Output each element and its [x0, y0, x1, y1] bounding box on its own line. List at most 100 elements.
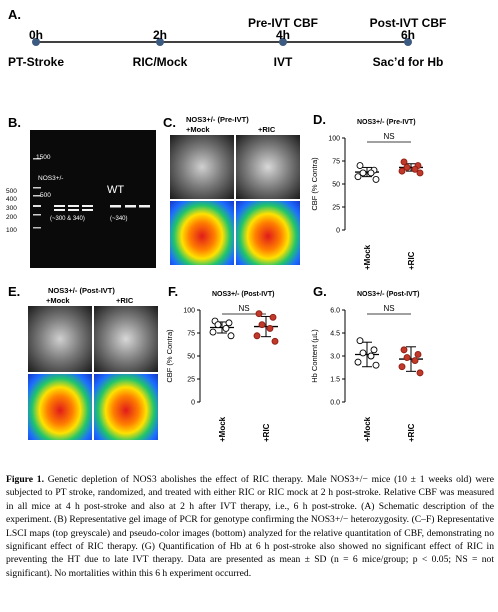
timeline-event-6h: Sac’d for Hb	[372, 55, 444, 69]
chart-d-point	[367, 169, 375, 177]
panel-c-letter: C.	[163, 115, 176, 130]
timeline-time-6h: 6h	[400, 28, 415, 42]
chart-d-point	[398, 167, 406, 175]
chart-f-point	[271, 337, 279, 345]
chart-d-ytick-label: 75	[332, 159, 340, 166]
chart-g-ytick-label: 1.5	[330, 377, 340, 384]
chart-g-category-label: +RIC	[407, 423, 416, 442]
chart-panel-f: F. NOS3+/- (Post-IVT) 0 25 50 75 100 CBF (% Con…	[165, 284, 279, 442]
lsci-grey-post-ric	[94, 306, 158, 372]
chart-g-point	[356, 337, 364, 345]
chart-g-sig-label: NS	[383, 304, 394, 313]
wt-label: WT	[107, 184, 125, 196]
chart-f-sig-label: NS	[238, 304, 249, 313]
chart-g-ylabel: Hb Content (µL)	[310, 329, 319, 383]
chart-d-ytick-label: 100	[328, 136, 340, 143]
timeline-dot-2h	[156, 38, 164, 46]
chart-f-letter: F.	[168, 284, 178, 299]
chart-d-point	[411, 165, 419, 173]
chart-g-point	[416, 369, 424, 377]
chart-g-point	[398, 363, 406, 371]
chart-d-category-label: +Mock	[363, 244, 372, 270]
chart-f-ytick-label: 100	[183, 308, 195, 315]
lsci-color-post-mock	[28, 374, 92, 440]
chart-panel-d: D. NOS3+/- (Pre-IVT) 0 25 50 75 100 CBF (% Cont…	[310, 112, 424, 270]
panel-e-title: NOS3+/- (Post-IVT)	[48, 286, 115, 295]
nos3-label: NOS3+/-	[38, 175, 64, 182]
timeline-dot-0h	[32, 38, 40, 46]
chart-f-point	[253, 332, 261, 340]
caption-label: Figure 1.	[6, 474, 44, 485]
ladder-label-200: 200	[6, 214, 17, 221]
chart-g-point	[370, 346, 378, 354]
chart-d-point	[372, 175, 380, 183]
panel-c-title: NOS3+/- (Pre-IVT)	[186, 115, 249, 124]
chart-f-point	[227, 332, 235, 340]
timeline-top-label-4h: Pre-IVT CBF	[247, 16, 318, 30]
timeline-dot-6h	[404, 38, 412, 46]
chart-d-point	[416, 169, 424, 177]
lsci-grey-pre-mock	[170, 135, 234, 199]
chart-f-category-label: +RIC	[262, 423, 271, 442]
panel-e-mock-label: +Mock	[46, 296, 70, 305]
chart-f-ytick-label: 75	[187, 331, 195, 338]
timeline-event-2h: RIC/Mock	[132, 55, 188, 69]
chart-d-sig-label: NS	[383, 132, 394, 141]
timeline-event-0h: PT-Stroke	[7, 55, 64, 69]
panel-e-letter: E.	[8, 284, 21, 299]
chart-f-category-label: +Mock	[218, 416, 227, 442]
chart-g-ytick-label: 3.0	[330, 354, 340, 361]
lsci-color-pre-mock	[170, 201, 234, 265]
chart-g-ytick-label: 0.0	[330, 400, 340, 407]
chart-d-point	[403, 163, 411, 171]
panel-c-mock-label: +Mock	[186, 125, 210, 134]
chart-d-point	[356, 162, 364, 170]
ladder-label-300: 300	[6, 205, 17, 212]
lsci-color-pre-ric	[236, 201, 300, 265]
ladder-label-500: 500	[40, 192, 51, 199]
chart-f-ylabel: CBF (% Contra)	[165, 329, 174, 383]
chart-g-point	[414, 351, 422, 358]
chart-f-ytick-label: 25	[187, 377, 195, 384]
timeline-time-4h: 4h	[275, 28, 290, 42]
chart-d-point	[400, 158, 408, 166]
chart-g-point	[354, 358, 362, 366]
timeline-event-4h: IVT	[273, 55, 293, 69]
lsci-grey-pre-ric	[236, 135, 300, 199]
chart-d-point	[359, 169, 367, 177]
chart-d-category-label: +RIC	[407, 251, 416, 270]
chart-d-title: NOS3+/- (Pre-IVT)	[357, 119, 416, 126]
chart-f-point	[269, 313, 277, 321]
chart-g-point	[411, 357, 419, 365]
panel-e-ric-label: +RIC	[116, 296, 134, 305]
chart-d-ytick-label: 50	[332, 182, 340, 189]
chart-f-point	[214, 321, 222, 329]
panel-b-letter: B.	[8, 115, 21, 130]
chart-f-title: NOS3+/- (Post-IVT)	[212, 291, 274, 298]
chart-d-ytick-label: 25	[332, 205, 340, 212]
chart-g-point	[403, 354, 411, 361]
chart-g-title: NOS3+/- (Post-IVT)	[357, 291, 419, 298]
panel-c-ric-label: +RIC	[258, 125, 276, 134]
chart-f-point	[222, 324, 230, 332]
chart-g-ytick-label: 6.0	[330, 308, 340, 315]
ladder-label-500-side: 500	[6, 188, 17, 195]
caption-text: Genetic depletion of NOS3 abolishes the …	[6, 474, 494, 579]
lsci-color-post-ric	[94, 374, 158, 440]
chart-g-point	[372, 361, 380, 369]
chart-g-point	[400, 346, 408, 354]
gel-image: 1500 500 NOS3+/- WT (~300 & 340) (~340)	[30, 130, 156, 268]
chart-f-point	[225, 319, 233, 327]
ladder-label-100: 100	[6, 227, 17, 234]
nos3-band-sizes: (~300 & 340)	[50, 216, 85, 222]
panel-a-letter: A.	[8, 7, 21, 22]
chart-g-point	[359, 349, 367, 357]
timeline-time-2h: 2h	[152, 28, 167, 42]
chart-d-ylabel: CBF (% Contra)	[310, 157, 319, 211]
chart-g-letter: G.	[313, 284, 327, 299]
timeline-axis	[32, 38, 412, 46]
ladder-label-1500: 1500	[36, 154, 51, 161]
chart-f-point	[266, 324, 274, 332]
timeline-dot-4h	[279, 38, 287, 46]
chart-f-ytick-label: 0	[191, 400, 195, 407]
